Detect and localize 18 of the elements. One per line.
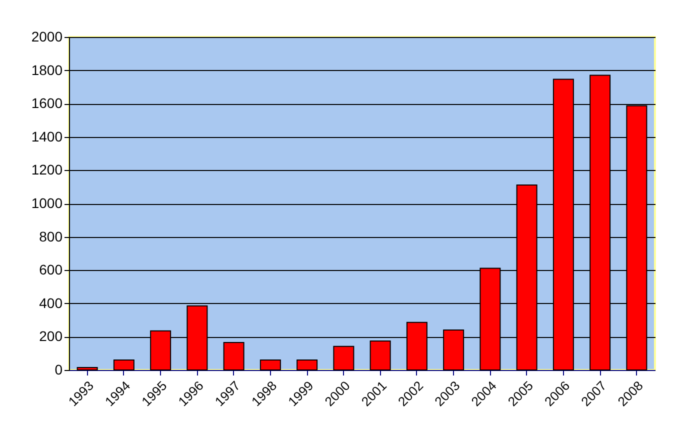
bar [333,346,354,370]
y-tick-label: 200 [39,328,63,344]
y-tick-label: 1200 [31,162,63,178]
bar [76,367,98,370]
bar [113,360,134,370]
y-tick-label: 1400 [31,128,63,144]
y-tick-label: 600 [39,262,63,278]
y-tick-label: 1800 [31,62,63,78]
bar [223,342,244,370]
y-tick-label: 800 [39,228,63,244]
y-tick-label: 0 [54,362,63,378]
bar [370,340,391,370]
bar [260,360,281,370]
y-tick-label: 2000 [31,28,63,44]
y-tick-label: 1600 [31,95,63,112]
y-tick-label: 1000 [31,195,63,211]
bar [296,360,318,370]
y-tick-label: 400 [39,294,63,311]
